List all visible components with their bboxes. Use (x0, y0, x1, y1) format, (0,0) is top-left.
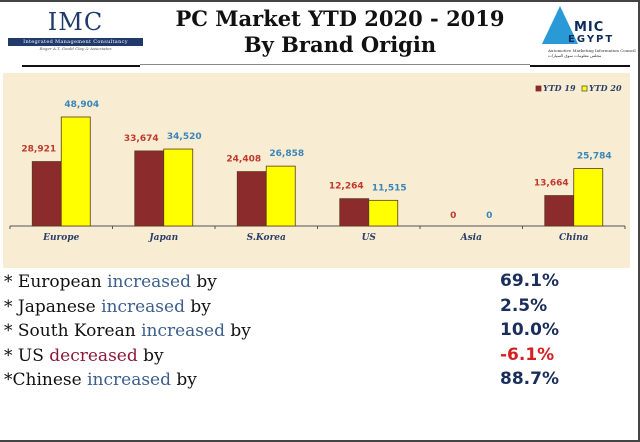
summary-subject: * South Korean (4, 321, 142, 341)
data-label: 0 (450, 211, 456, 221)
imc-logo-subtitle: Integrated Management Consultancy (8, 38, 143, 46)
amic-egypt-logo: MIC EGYPT Automotive Marketing Informati… (534, 6, 636, 62)
data-label: 24,408 (226, 155, 261, 165)
summary-percentage: 69.1% (500, 271, 559, 291)
amic-subtitle-ar: مجلس معلومات سوق السيارات (548, 53, 602, 58)
left-rule (22, 65, 140, 67)
bar-ytd-20-skorea (265, 165, 296, 227)
data-label: 11,515 (372, 183, 407, 193)
data-label: 26,858 (269, 149, 304, 159)
page-title: PC Market YTD 2020 - 2019 By Brand Origi… (160, 6, 520, 58)
right-rule (530, 65, 630, 67)
summary-keyword: increased (101, 296, 185, 317)
data-label: 25,784 (577, 152, 612, 162)
title-rule (140, 64, 530, 65)
amic-logo-line2: EGYPT (568, 34, 615, 45)
legend-swatch-ytd-19 (535, 85, 542, 92)
x-tick-label: S.Korea (247, 233, 286, 243)
summary-item: * European increased by (4, 272, 217, 296)
summary-suffix: by (224, 321, 251, 341)
x-tick-label: China (559, 233, 589, 243)
chart-area (3, 73, 630, 268)
summary-percentage: 10.0% (500, 320, 559, 340)
title-line-1: PC Market YTD 2020 - 2019 (175, 6, 505, 31)
x-tick-label: Asia (460, 233, 482, 243)
data-label: 13,664 (534, 179, 569, 189)
summary-suffix: by (171, 370, 197, 390)
x-tick-label: Europe (42, 233, 79, 243)
imc-logo-tagline: Roger A.T. Gould Clay & Associates (39, 46, 112, 51)
summary-keyword: increased (107, 272, 191, 292)
summary-percentage: 2.5% (500, 295, 548, 316)
title-line-2: By Brand Origin (243, 32, 437, 57)
amic-a-shape-icon (542, 6, 578, 44)
bar-ytd-20-japan (163, 148, 194, 227)
data-label: 34,520 (167, 132, 202, 142)
legend-label: YTD 20 (589, 83, 622, 93)
summary-suffix: by (137, 345, 164, 366)
amic-logo-subtitle: Automotive Marketing Information Council… (548, 48, 638, 58)
legend-swatch-ytd-20 (581, 85, 588, 92)
bar-ytd-20-europe (60, 116, 91, 227)
bar-ytd-19-japan (134, 150, 165, 227)
summary-item: *Chinese increased by (4, 370, 197, 394)
data-label: 33,674 (124, 134, 159, 144)
summary-suffix: by (184, 296, 211, 317)
summary-keyword: increased (141, 321, 225, 341)
imc-logo-name: IMC (47, 8, 104, 36)
data-label: 12,264 (329, 182, 364, 192)
x-tick-label: US (362, 233, 377, 243)
summary-subject: * European (4, 272, 108, 292)
x-tick-label: Japan (147, 233, 178, 243)
imc-logo: IMC Integrated Management Consultancy Ro… (8, 8, 143, 58)
summary-item: * Japanese increased by (4, 297, 211, 321)
data-label: 28,921 (21, 145, 56, 155)
bar-ytd-19-europe (31, 161, 62, 227)
summary-suffix: by (190, 272, 217, 292)
bar-ytd-19-us (339, 198, 370, 227)
summary-subject: *Chinese (4, 370, 88, 390)
amic-logo-line1: MIC (574, 20, 605, 35)
summary-percentage: 88.7% (500, 369, 559, 389)
summary-percentage: -6.1% (500, 344, 555, 365)
summary-keyword: increased (87, 370, 171, 390)
amic-subtitle-en: Automotive Marketing Information Council (548, 48, 636, 53)
summary-subject: * US (4, 345, 50, 366)
legend-label: YTD 19 (543, 83, 576, 93)
bar-ytd-20-us (368, 199, 399, 227)
summary-item: * US decreased by (4, 346, 164, 370)
summary-item: * South Korean increased by (4, 321, 251, 345)
data-label: 48,904 (64, 100, 99, 110)
summary-subject: * Japanese (4, 296, 102, 317)
summary-keyword: decreased (49, 345, 138, 366)
bar-ytd-19-skorea (236, 171, 267, 227)
bar-ytd-19-china (544, 195, 575, 227)
bar-ytd-20-china (573, 168, 604, 227)
data-label: 0 (486, 211, 492, 221)
